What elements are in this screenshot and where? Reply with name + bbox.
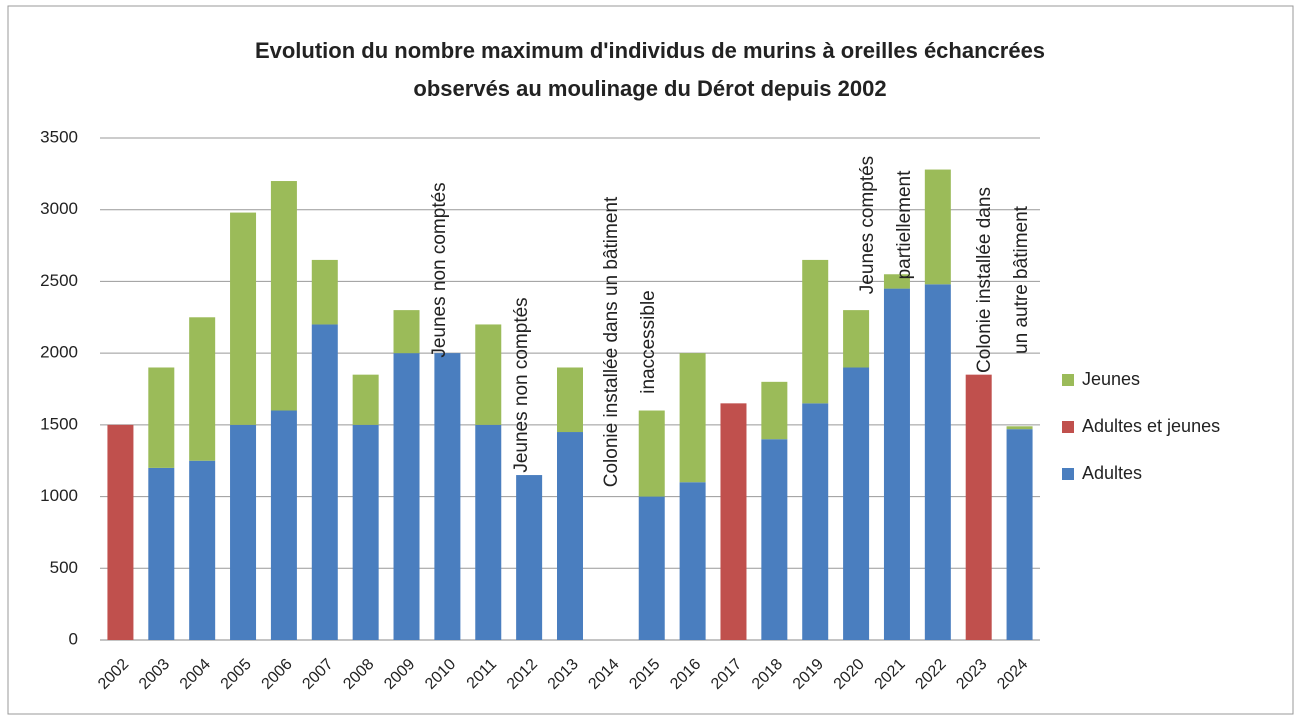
annotation: Jeunes non comptés [511,297,532,472]
bar-segment [1006,429,1033,640]
chart-title: Evolution du nombre maximum d'individus … [255,38,1045,63]
bar-segment [270,181,297,411]
bar-segment [557,432,583,640]
bar-segment [352,374,379,425]
bar-segment [679,353,706,483]
bar-segment [311,324,338,640]
bar-segment [557,367,583,433]
bar-segment [230,212,257,425]
legend-label: Adultes et jeunes [1082,416,1220,436]
annotation: un autre bâtiment [1011,205,1032,354]
y-tick-label: 1000 [40,486,78,505]
legend-label: Adultes [1082,463,1142,483]
bar-segment [638,496,665,640]
y-tick-label: 3500 [40,127,78,146]
annotation: Jeunes comptés [857,156,878,294]
bar-segment [516,475,543,640]
annotation: inaccessible [638,290,659,394]
y-tick-label: 0 [69,629,78,648]
bar-segment [720,403,747,640]
legend-label: Jeunes [1082,369,1140,389]
bar-segment [230,424,257,640]
bar-segment [434,353,461,640]
y-tick-label: 500 [50,558,78,577]
y-tick-label: 3000 [40,199,78,218]
bar-segment [189,317,216,461]
bar-segment [883,274,910,289]
bar-segment [189,460,216,640]
bar-segment [843,310,870,368]
y-tick-label: 2500 [40,271,78,290]
bar-segment [965,374,992,640]
legend-swatch [1062,468,1074,480]
bar-segment [393,310,420,354]
bar-segment [475,424,502,640]
chart-title: observés au moulinage du Dérot depuis 20… [413,76,886,101]
annotation: Jeunes non comptés [429,182,450,357]
bar-segment [148,367,175,468]
y-tick-label: 1500 [40,414,78,433]
bar-segment [802,259,829,404]
bar-segment [802,403,829,640]
bar-segment [270,410,297,640]
bar-segment [761,381,788,440]
annotation: Colonie installée dans [974,187,995,373]
bar-segment [924,169,951,285]
bar-segment [679,482,706,640]
annotation: partiellement [894,170,915,279]
bar-segment [475,324,502,425]
bar-segment [107,424,134,640]
legend-swatch [1062,421,1074,433]
bar-segment [761,439,788,640]
bar-segment [148,467,175,640]
bar-segment [352,424,379,640]
bar-segment [843,367,870,640]
bar-segment [638,410,665,497]
y-tick-label: 2000 [40,343,78,362]
bar-segment [393,353,420,640]
bar-segment [1006,426,1033,430]
annotation: Colonie installée dans un bâtiment [601,196,622,487]
legend-swatch [1062,374,1074,386]
bar-segment [311,259,338,325]
bar-segment [924,284,951,640]
bar-segment [883,288,910,640]
